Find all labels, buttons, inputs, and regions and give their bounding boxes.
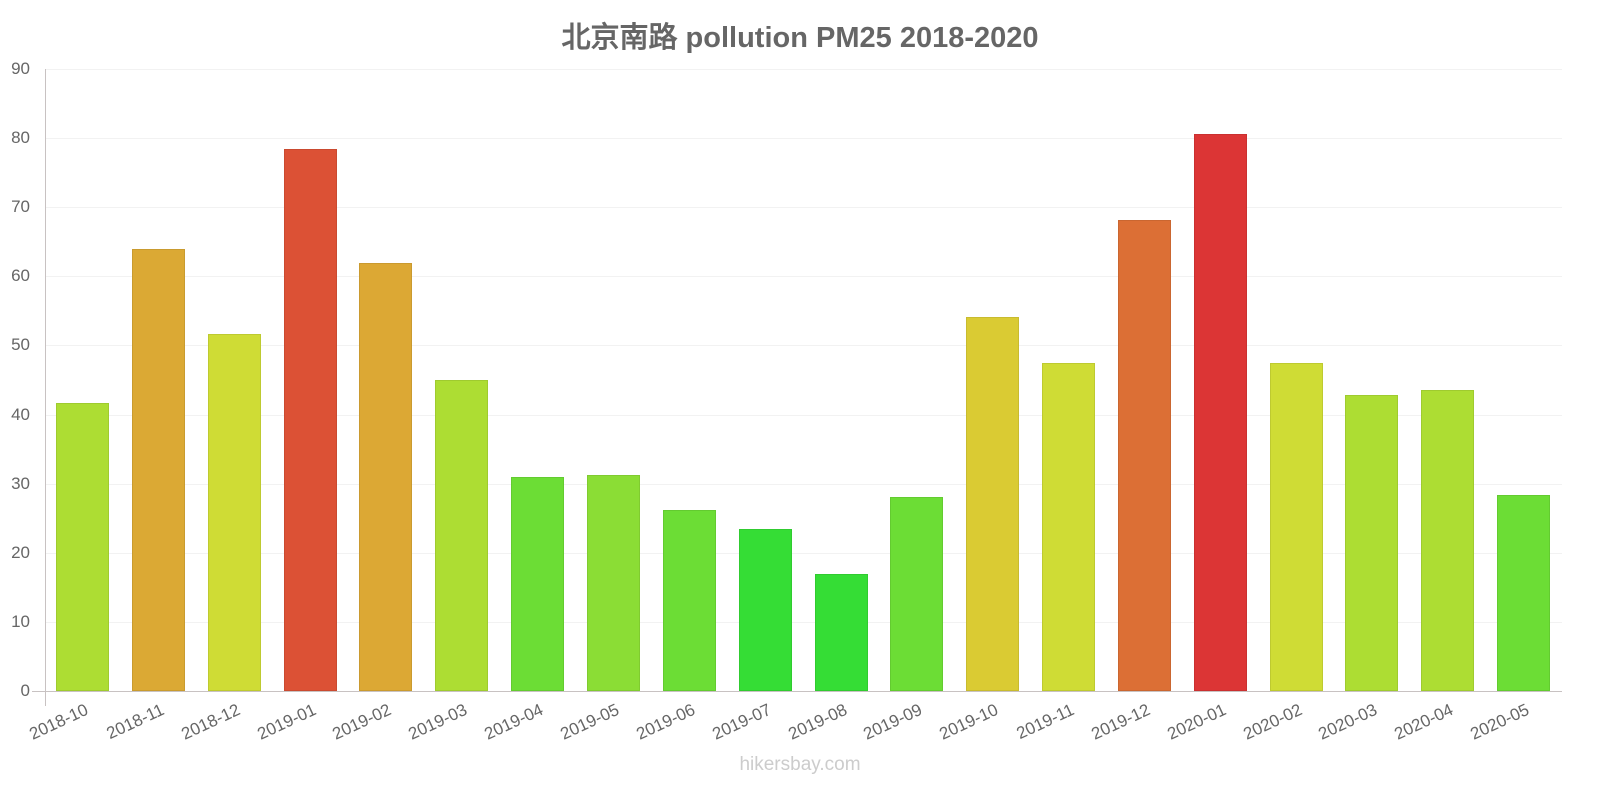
y-tick-label: 40 — [11, 404, 30, 424]
gridline — [45, 483, 1562, 485]
bar-2019-07[interactable] — [738, 529, 792, 691]
y-tick-label: 70 — [11, 197, 30, 217]
bar-2019-05[interactable] — [586, 474, 640, 691]
gridline — [45, 414, 1562, 416]
bar-2019-09[interactable] — [890, 496, 944, 691]
gridline — [45, 276, 1562, 278]
y-tick-label: 10 — [11, 611, 30, 631]
x-tick-label: 2019-10 — [936, 700, 1002, 744]
bar-2018-12[interactable] — [207, 333, 261, 691]
x-tick-label: 2019-11 — [1013, 700, 1078, 744]
gridline — [45, 621, 1562, 623]
x-tick-label: 2019-03 — [405, 700, 471, 744]
bar-2019-11[interactable] — [1042, 363, 1096, 691]
y-tick-label: 60 — [11, 266, 30, 286]
bar-2019-01[interactable] — [283, 149, 337, 691]
gridline — [45, 138, 1562, 140]
x-tick-label: 2018-10 — [26, 700, 92, 744]
bar-2019-10[interactable] — [966, 317, 1020, 691]
gridline — [45, 552, 1562, 554]
x-tick-label: 2020-04 — [1391, 700, 1457, 744]
bar-2019-12[interactable] — [1117, 219, 1171, 691]
x-tick-label: 2019-04 — [481, 700, 547, 744]
x-tick-label: 2018-11 — [103, 700, 167, 744]
x-tick-label: 2020-03 — [1315, 700, 1381, 744]
bar-2020-01[interactable] — [1193, 133, 1247, 691]
bar-2019-06[interactable] — [662, 509, 716, 691]
y-tick-label: 80 — [11, 128, 30, 148]
bar-2020-03[interactable] — [1345, 394, 1399, 691]
x-tick-label: 2019-01 — [254, 700, 319, 744]
chart-title: 北京南路 pollution PM25 2018-2020 — [561, 22, 1039, 54]
x-tick-label: 2018-12 — [178, 700, 243, 744]
x-tick-label: 2019-12 — [1088, 700, 1153, 744]
x-tick-label: 2019-02 — [329, 700, 395, 744]
plot-area — [45, 69, 1562, 691]
bar-2019-08[interactable] — [814, 574, 868, 691]
x-tick-label: 2020-01 — [1164, 700, 1229, 744]
x-tick-label: 2020-05 — [1467, 700, 1533, 744]
bar-2018-10[interactable] — [56, 402, 109, 691]
gridline — [45, 69, 1562, 70]
x-axis-line — [32, 691, 1562, 692]
bar-2019-03[interactable] — [435, 380, 489, 691]
x-tick-label: 2019-05 — [557, 700, 622, 744]
x-tick-label: 2019-08 — [784, 700, 850, 744]
watermark: hikersbay.com — [739, 754, 861, 775]
y-axis-line — [45, 69, 46, 706]
x-tick-label: 2020-02 — [1240, 700, 1305, 744]
bar-2018-11[interactable] — [131, 249, 185, 691]
gridline — [45, 207, 1562, 209]
bar-2020-02[interactable] — [1269, 362, 1323, 691]
bar-2020-05[interactable] — [1497, 494, 1551, 691]
x-tick-label: 2019-09 — [860, 700, 926, 744]
y-tick-label: 50 — [11, 335, 30, 355]
y-tick-label: 20 — [11, 542, 30, 562]
y-tick-label: 90 — [11, 59, 30, 78]
y-tick-label: 30 — [11, 473, 30, 493]
x-tick-label: 2019-06 — [633, 700, 698, 744]
bar-2020-04[interactable] — [1421, 389, 1475, 691]
bar-2019-04[interactable] — [511, 476, 565, 691]
bar-2019-02[interactable] — [359, 263, 413, 691]
x-tick-label: 2019-07 — [709, 700, 774, 744]
y-tick-label: 0 — [20, 681, 30, 700]
gridline — [45, 345, 1562, 347]
